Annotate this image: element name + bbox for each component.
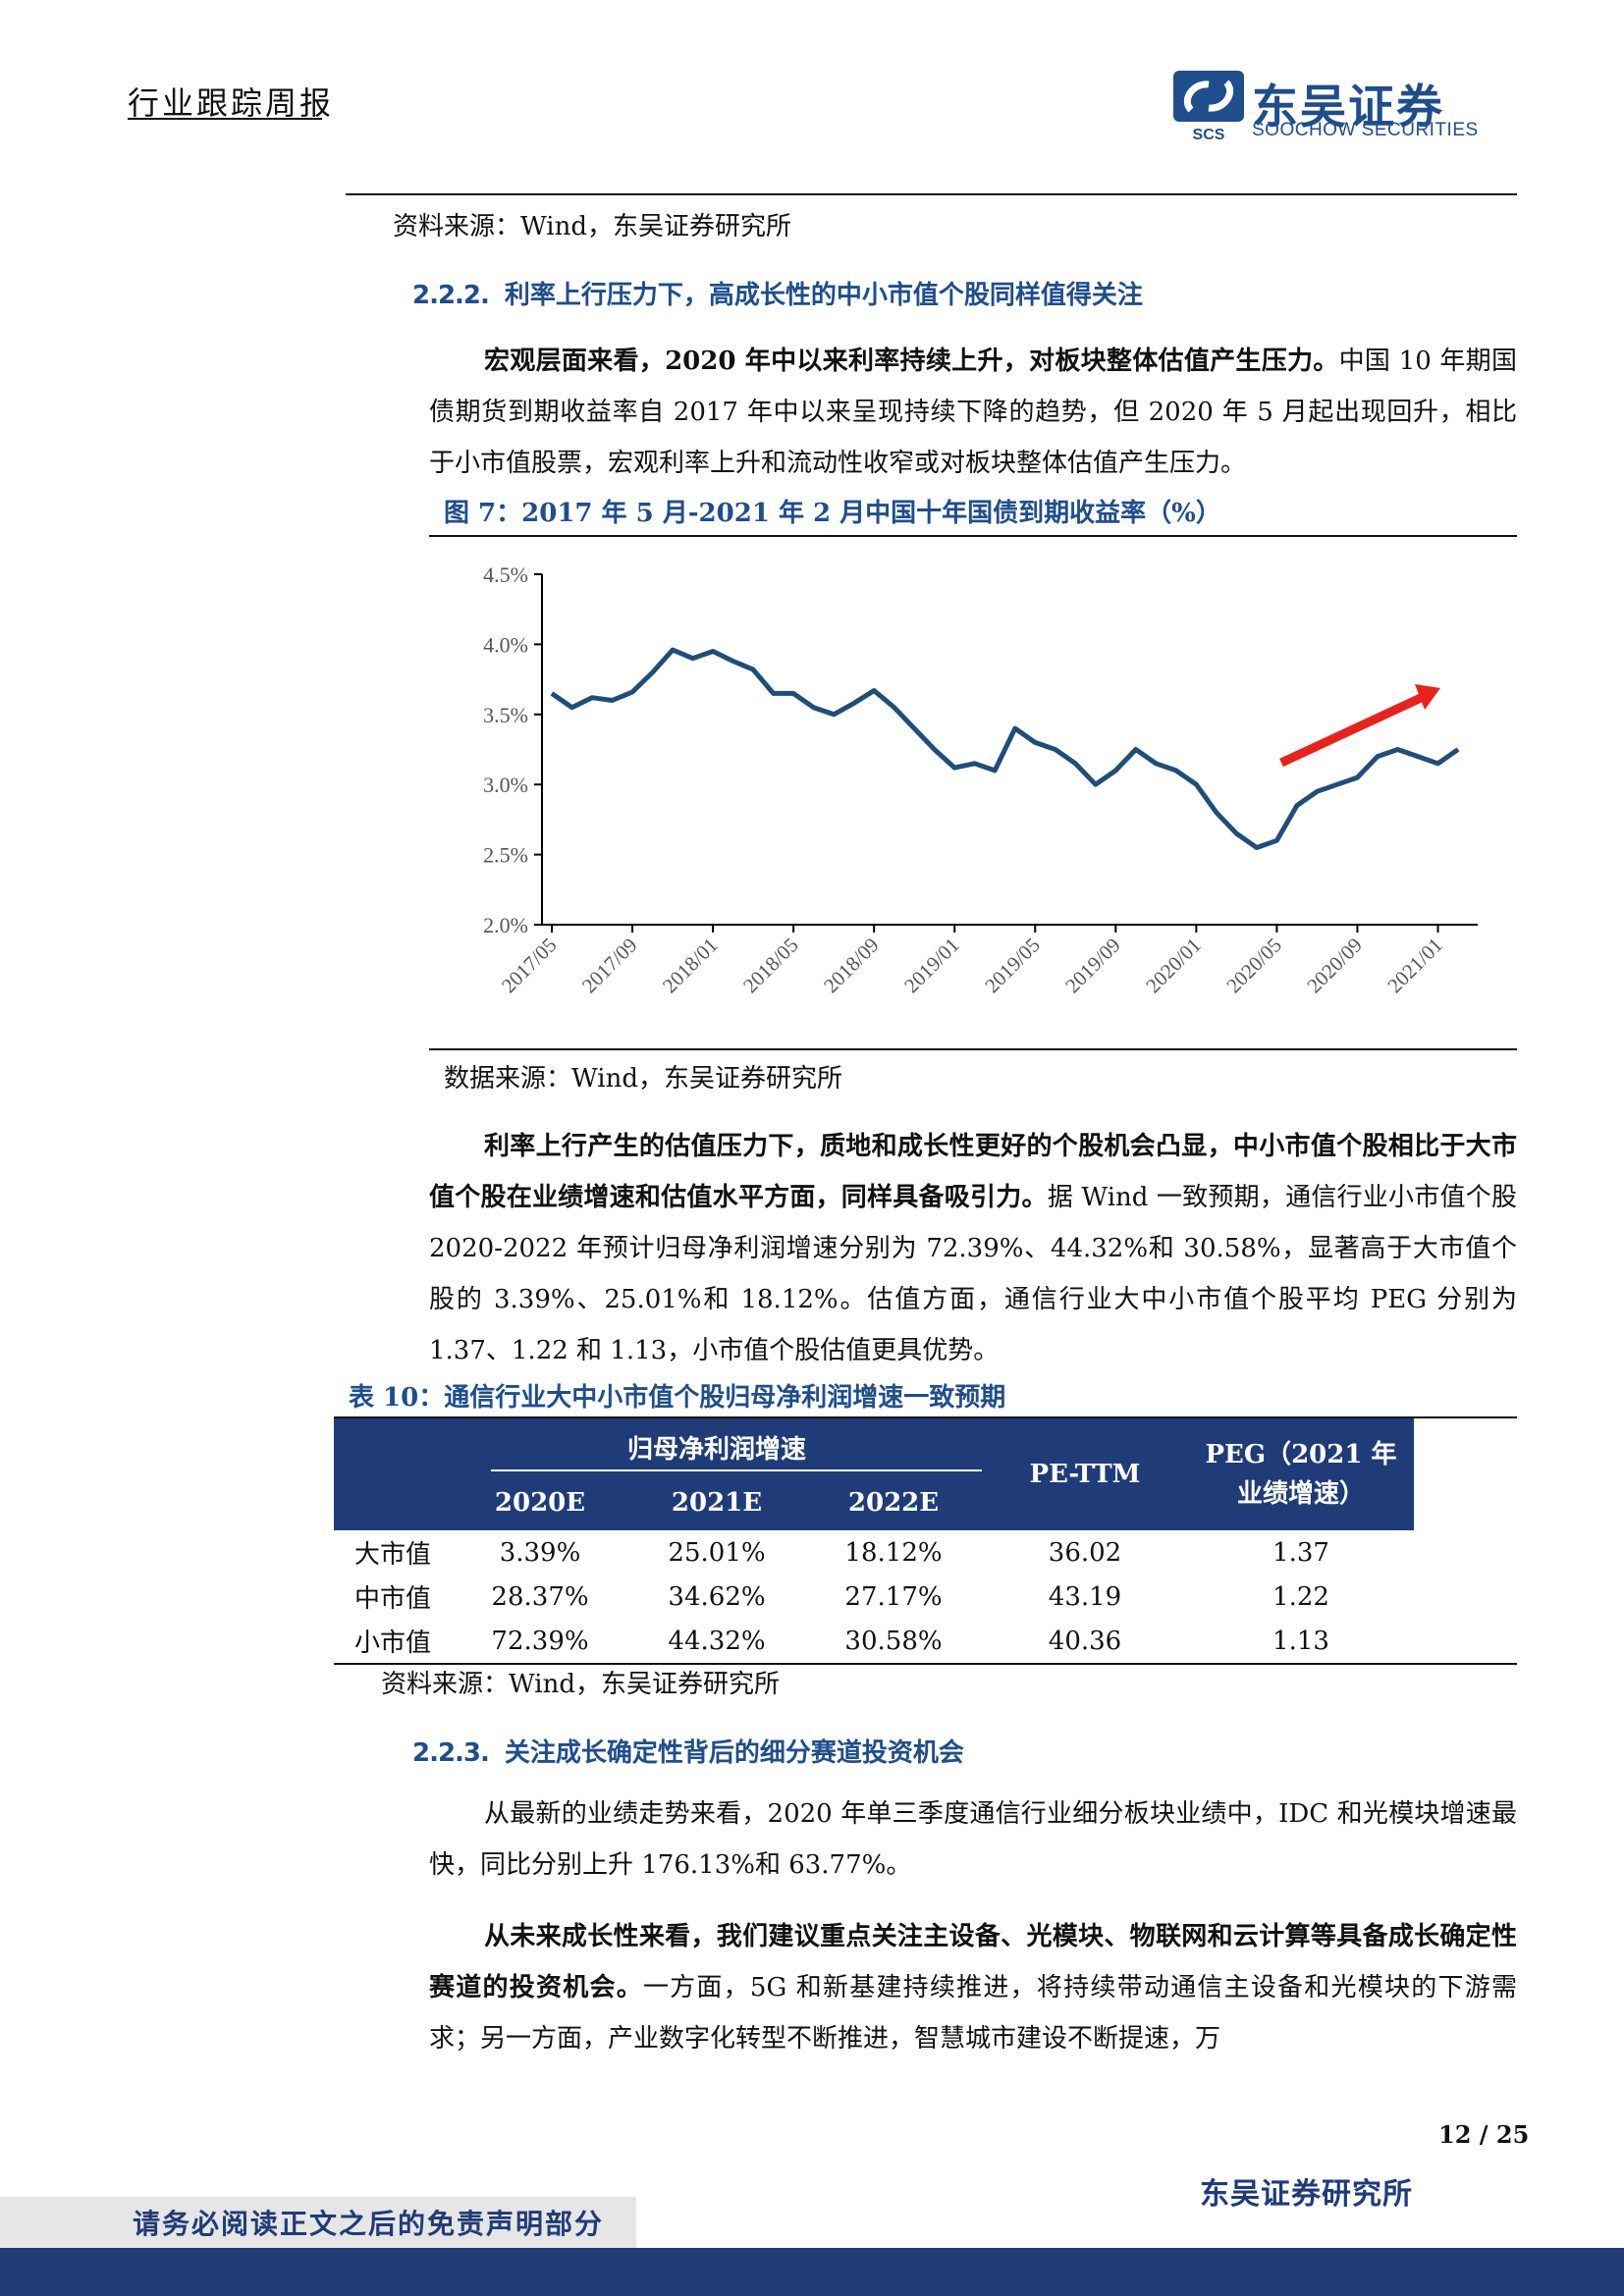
cell: 40.36 [1048, 1626, 1122, 1656]
x-tick-label: 2021/01 [1382, 934, 1447, 998]
y-tick-label: 4.0% [483, 632, 528, 657]
x-tick-label: 2019/01 [899, 934, 964, 998]
blank-cell [1414, 1530, 1517, 1575]
figure-bottom-rule [429, 1048, 1517, 1050]
section-number: 2.2.2. [412, 281, 490, 310]
blank-cell [1414, 1575, 1517, 1619]
x-tick-label: 2019/05 [980, 934, 1045, 998]
cell: 1.37 [1272, 1537, 1329, 1568]
blank-cell [1414, 1418, 1517, 1530]
cell: 30.58% [844, 1626, 943, 1656]
header-underline [128, 118, 322, 120]
cell: 1.22 [1272, 1581, 1329, 1612]
x-tick-label: 2018/05 [738, 934, 803, 998]
group-underline [491, 1469, 982, 1471]
x-tick-label: 2018/01 [658, 934, 723, 998]
x-tick-label: 2017/09 [577, 934, 642, 998]
x-tick-label: 2019/09 [1060, 934, 1125, 998]
section-heading-223: 2.2.3. 关注成长确定性背后的细分赛道投资机会 [412, 1733, 964, 1769]
top-source-note: 资料来源：Wind，东吴证券研究所 [393, 212, 791, 241]
group-header-label: 归母净利润增速 [626, 1434, 806, 1465]
section-number: 2.2.3. [412, 1738, 490, 1768]
logo-chinese-name: 东吴证券 [1252, 80, 1444, 134]
paragraph-macro: 宏观层面来看，2020 年中以来利率持续上升，对板块整体估值产生压力。中国 10… [429, 336, 1517, 489]
table: 归母净利润增速 PE-TTM PEG（2021 年业绩增速） 2020E 202… [334, 1418, 1517, 1663]
footer-bar [0, 2248, 1624, 2296]
cell: 1.13 [1272, 1626, 1329, 1656]
table-row: 小市值 72.39% 44.32% 30.58% 40.36 1.13 [334, 1619, 1517, 1663]
cell: 25.01% [668, 1537, 766, 1568]
y-tick-label: 2.0% [483, 913, 528, 937]
cell: 28.37% [491, 1581, 589, 1612]
figure-source-note: 数据来源：Wind，东吴证券研究所 [444, 1064, 842, 1094]
cell: 43.19 [1048, 1581, 1122, 1612]
cell: 34.62% [668, 1581, 766, 1612]
logo-english-name: SOOCHOW SECURITIES [1252, 120, 1479, 140]
table-top-rule [334, 1416, 1517, 1418]
paragraph-lead: 宏观层面来看，2020 年中以来利率持续上升，对板块整体估值产生压力。 [484, 347, 1339, 376]
corner-cell [334, 1418, 452, 1530]
x-tick-label: 2020/01 [1141, 934, 1206, 998]
figure-top-rule [429, 535, 1517, 537]
x-tick-label: 2020/09 [1302, 934, 1367, 998]
col-header-pettm: PE-TTM [982, 1418, 1188, 1530]
yield-series-line [550, 647, 1460, 850]
cell: 18.12% [844, 1537, 943, 1568]
page-number: 12 / 25 [1438, 2120, 1530, 2149]
table-title: 表 10：通信行业大中小市值个股归母净利润增速一致预期 [349, 1383, 1006, 1413]
paragraph-lead: 利率上行产生的估值压力下，质地和成长性更好的个股机会凸显，中小市值个股相比于大市… [429, 1132, 1517, 1212]
section-heading-222: 2.2.2. 利率上行压力下，高成长性的中小市值个股同样值得关注 [412, 275, 1143, 311]
cell: 27.17% [844, 1581, 943, 1612]
group-header: 归母净利润增速 [452, 1418, 982, 1475]
y-tick-label: 2.5% [483, 843, 528, 868]
col-header-2022e: 2022E [805, 1475, 982, 1530]
x-axis: 2017/05 2017/09 2018/01 2018/05 2018/09 2019/… [497, 924, 1478, 998]
y-tick-label: 4.5% [483, 562, 528, 587]
paragraph-valuation: 利率上行产生的估值压力下，质地和成长性更好的个股机会凸显，中小市值个股相比于大市… [429, 1121, 1517, 1376]
table-row: 中市值 28.37% 34.62% 27.17% 43.19 1.22 [334, 1575, 1517, 1619]
cell: 3.39% [499, 1537, 581, 1568]
report-type-title: 行业跟踪周报 [128, 84, 335, 122]
trend-arrow [1279, 684, 1440, 768]
table-source-note: 资料来源：Wind，东吴证券研究所 [381, 1670, 780, 1699]
table-bottom-rule [334, 1663, 1517, 1665]
blank-cell [1414, 1619, 1517, 1663]
x-tick-label: 2020/05 [1221, 934, 1286, 998]
y-tick-label: 3.0% [483, 773, 528, 797]
paragraph-lead: 从未来成长性来看，我们建议重点关注主设备、光模块、物联网和云计算等具备成长确定性… [429, 1922, 1517, 2002]
paragraph-performance: 从最新的业绩走势来看，2020 年单三季度通信行业细分板块业绩中，IDC 和光模… [429, 1799, 1517, 1880]
y-tick-label: 3.5% [483, 703, 528, 727]
row-label: 中市值 [353, 1584, 431, 1614]
y-axis: 4.5% 4.0% 3.5% 3.0% 2.5% 2.0% [483, 562, 543, 937]
table-row: 大市值 3.39% 25.01% 18.12% 36.02 1.37 [334, 1530, 1517, 1575]
cell: 72.39% [491, 1626, 589, 1656]
col-header-2020e: 2020E [452, 1475, 628, 1530]
forecast-table: 归母净利润增速 PE-TTM PEG（2021 年业绩增速） 2020E 202… [334, 1416, 1517, 1665]
cell: 44.32% [668, 1626, 766, 1656]
section-title: 关注成长确定性背后的细分赛道投资机会 [504, 1738, 964, 1768]
paragraph-body: 中国 10 年期国债期货到期收益率自 2017 年中以来呈现持续下降的趋势，但 … [429, 347, 1517, 478]
section-title: 利率上行压力下，高成长性的中小市值个股同样值得关注 [504, 281, 1143, 310]
row-label: 小市值 [353, 1629, 431, 1658]
disclaimer-box [0, 2197, 636, 2248]
logo-abbr: SCS [1193, 127, 1225, 141]
table-header-row-1: 归母净利润增速 PE-TTM PEG（2021 年业绩增速） [334, 1418, 1517, 1530]
disclaimer-text: 请务必阅读正文之后的免责声明部分 [133, 2208, 605, 2240]
col-header-2021e: 2021E [628, 1475, 805, 1530]
yield-line-chart: 4.5%4.0%3.5%3.0%2.5%2.0% 2017/05 2017/09 2… [483, 562, 1478, 998]
col-header-peg: PEG（2021 年业绩增速） [1188, 1418, 1414, 1530]
paragraph-body: 一方面，5G 和新基建持续推进，将持续带动通信主设备和光模块的下游需求；另一方面… [429, 1973, 1517, 2054]
cell: 36.02 [1048, 1537, 1122, 1568]
table-header-row-2: 2020E 2021E 2022E [334, 1475, 1517, 1530]
figure-title: 图 7：2017 年 5 月-2021 年 2 月中国十年国债到期收益率（%） [444, 499, 1221, 528]
paragraph-body: 据 Wind 一致预期，通信行业小市值个股 2020-2022 年预计归母净利润… [429, 1183, 1517, 1365]
x-tick-label: 2017/05 [497, 934, 562, 998]
top-rule [346, 193, 1517, 195]
soochow-logo-icon: SCS [1173, 71, 1244, 141]
x-tick-label: 2018/09 [819, 934, 884, 998]
row-label: 大市值 [353, 1540, 431, 1570]
paragraph-growth: 从未来成长性来看，我们建议重点关注主设备、光模块、物联网和云计算等具备成长确定性… [429, 1911, 1517, 2064]
footer-org-name: 东吴证券研究所 [1200, 2177, 1413, 2212]
company-logo: SCS 东吴证券 SOOCHOW SECURITIES [1173, 69, 1497, 147]
